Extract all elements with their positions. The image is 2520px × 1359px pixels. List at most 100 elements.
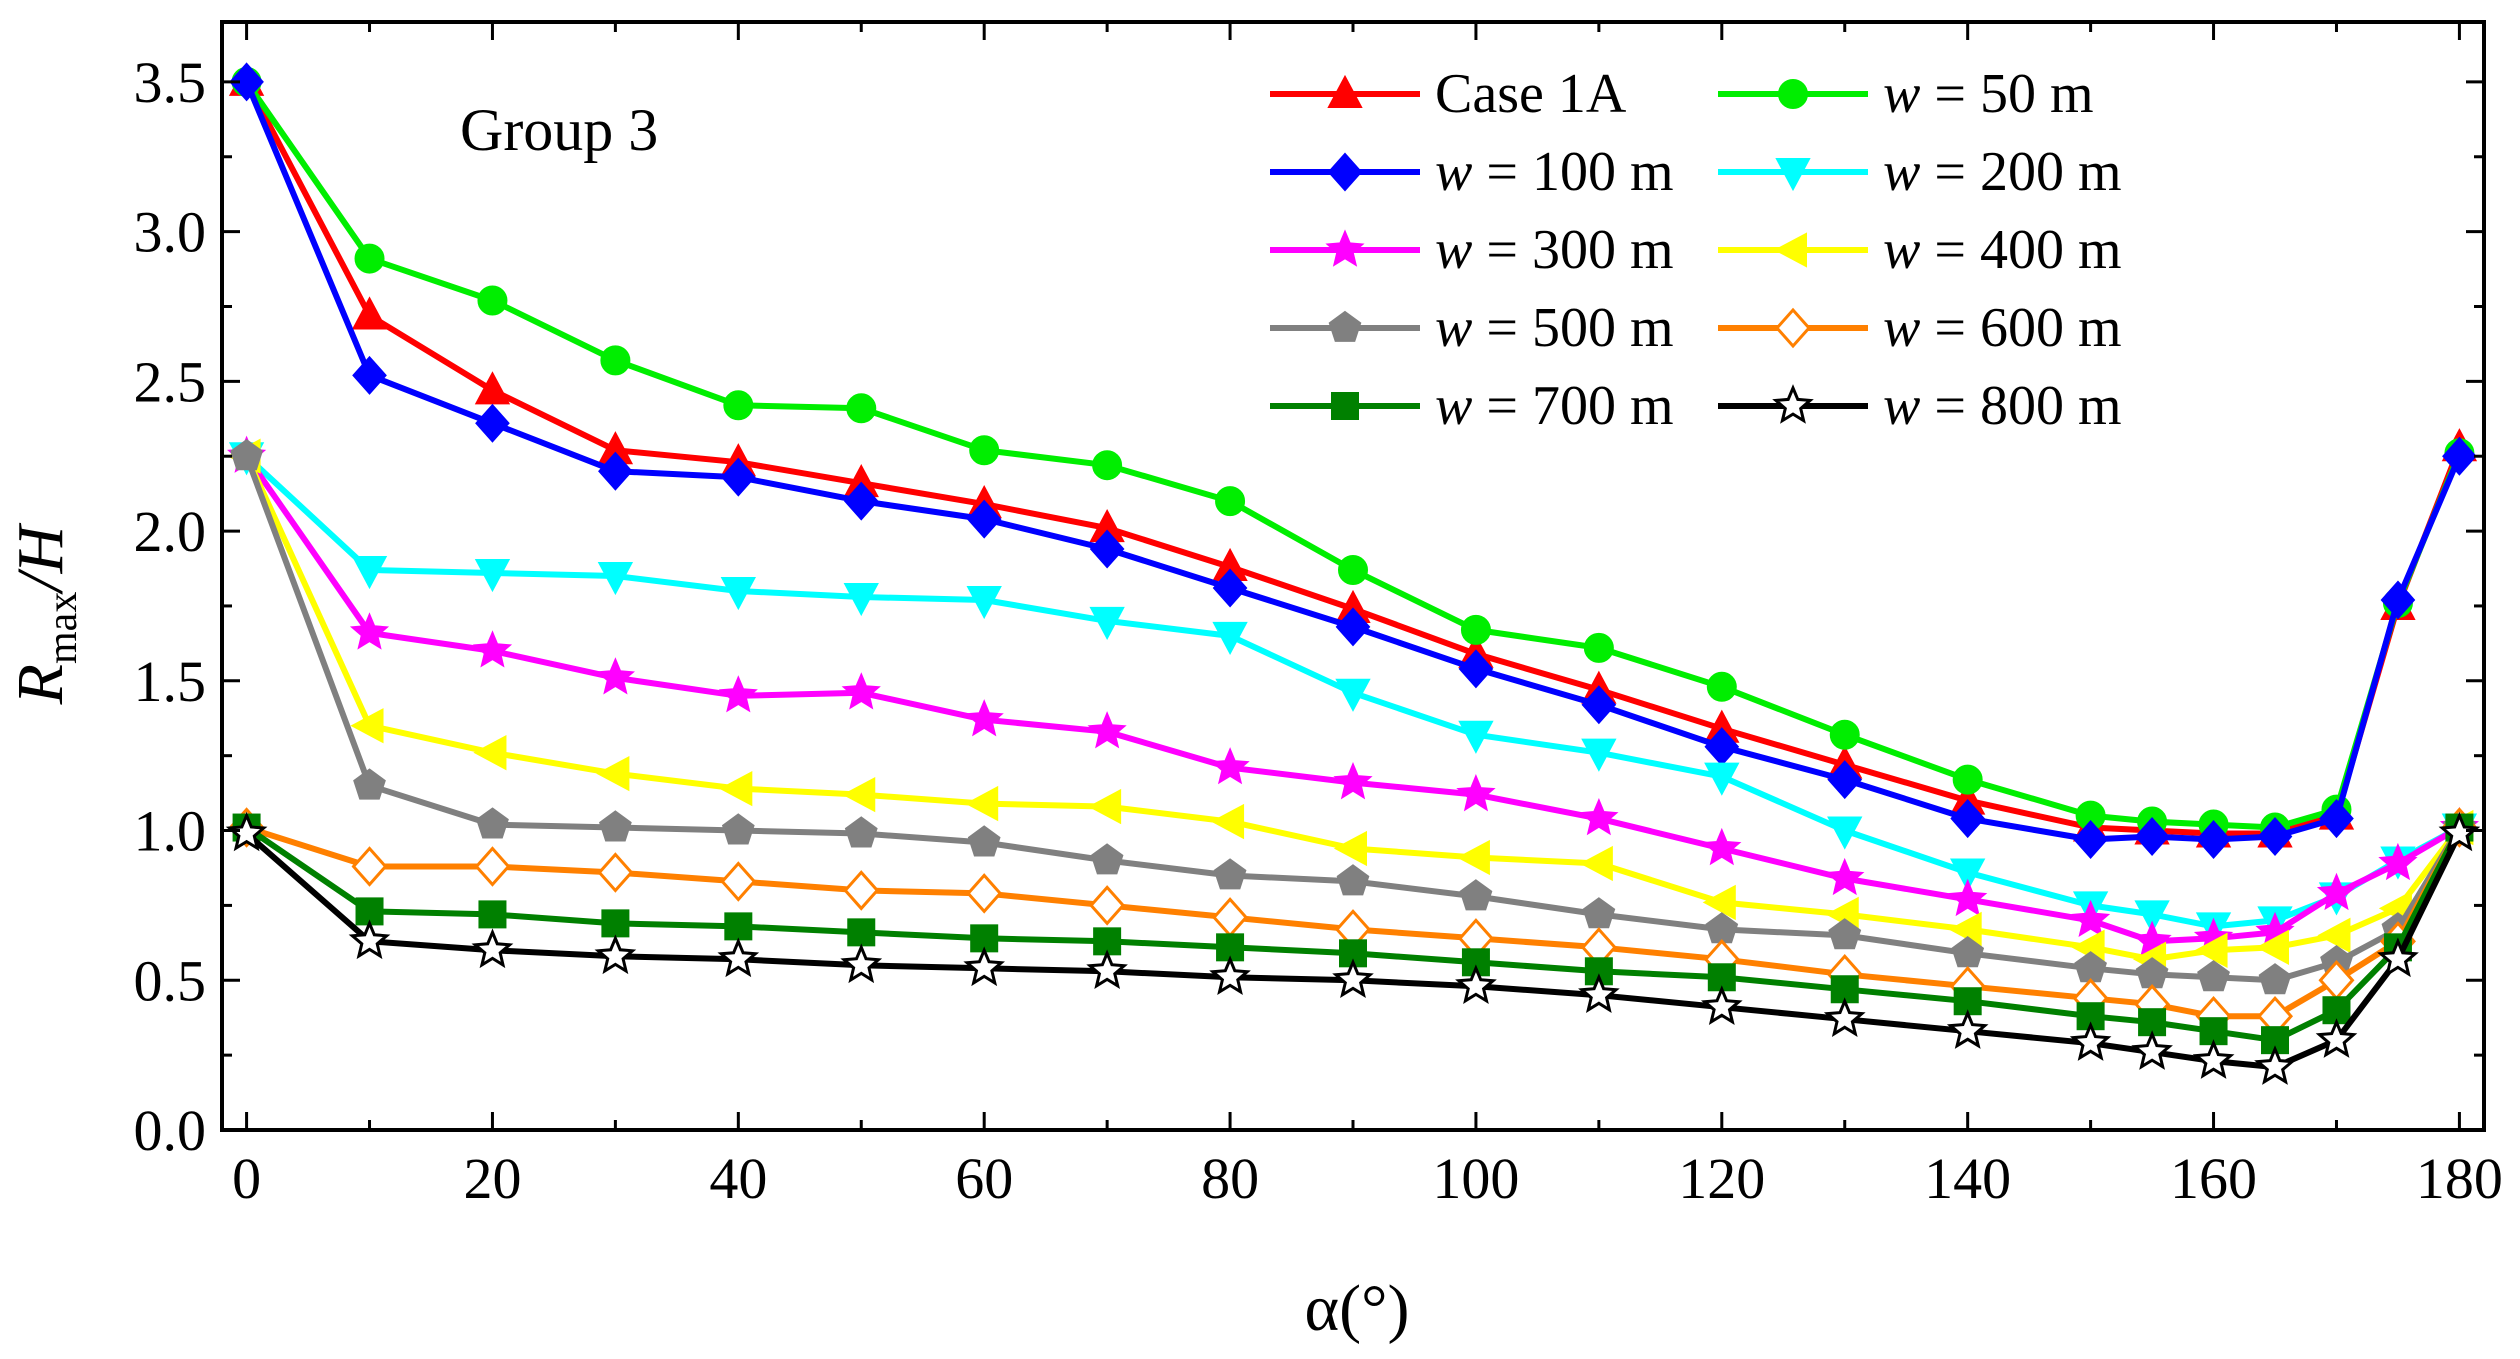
data-point [1333, 830, 1367, 867]
data-point [354, 243, 385, 274]
data-point [473, 735, 507, 771]
data-point [841, 672, 881, 710]
data-point [2377, 937, 2419, 978]
x-tick-label: 0 [232, 1146, 261, 1211]
data-point [477, 285, 508, 316]
legend-swatch-marker [1325, 229, 1365, 267]
data-point [969, 435, 1000, 466]
legend-label: w = 400 m [1883, 219, 2122, 281]
data-point [2196, 820, 2231, 860]
data-point [598, 451, 633, 491]
data-point [2378, 842, 2418, 881]
data-point [718, 675, 758, 713]
y-tick-label: 3.5 [134, 50, 207, 115]
data-point [1458, 649, 1494, 689]
data-point [2134, 900, 2170, 934]
data-point [717, 937, 760, 978]
legend-item: Case 1A [1270, 63, 1627, 125]
data-point [475, 403, 510, 443]
data-point [1948, 878, 1988, 917]
data-point [350, 708, 384, 744]
data-point [1212, 897, 1249, 938]
data-point [840, 943, 883, 984]
axes-layer: 0 20 40 60 80 100 120 140 160 180 0.0 0.5 1.0 1.5 2.0 2… [134, 20, 2503, 1211]
data-point [2071, 899, 2111, 937]
group-annotation: Group 3 [460, 97, 658, 163]
series-w-800-m [225, 811, 2481, 1085]
data-point [1455, 964, 1497, 1004]
data-point [2319, 799, 2354, 839]
legend-label: w = 300 m [1435, 219, 1674, 281]
data-point [230, 438, 263, 471]
data-point [351, 846, 388, 887]
data-point [846, 393, 877, 424]
data-point [843, 481, 879, 521]
data-point [351, 556, 388, 590]
data-point [2255, 929, 2290, 965]
legend-item: w = 700 m [1270, 375, 1674, 437]
data-point [599, 810, 632, 842]
data-point [1210, 803, 1245, 840]
data-point [229, 62, 264, 102]
data-point [2197, 960, 2230, 992]
data-point [2192, 1039, 2235, 1079]
data-point [1952, 764, 1983, 795]
data-point [1458, 720, 1494, 754]
data-point [352, 355, 387, 395]
series-line [244, 80, 2463, 831]
data-point [471, 928, 514, 969]
series-line [244, 454, 2461, 945]
legend-swatch-marker [1327, 74, 1363, 108]
data-point [1086, 949, 1128, 989]
y-tick-label: 1.0 [134, 799, 207, 864]
legend-item: w = 200 m [1718, 141, 2122, 203]
data-point [842, 776, 876, 813]
data-point [1090, 843, 1124, 875]
legend-label: w = 800 m [1883, 375, 2122, 437]
data-point [1333, 762, 1373, 800]
legend-swatch-marker [1327, 152, 1363, 192]
y-axis-title-main: R [4, 664, 77, 705]
data-point [594, 934, 637, 975]
data-point [1827, 816, 1863, 850]
data-point [1946, 1009, 1989, 1049]
data-point [2380, 580, 2416, 620]
data-point [1578, 973, 1620, 1013]
y-tick-label: 0.0 [134, 1098, 207, 1163]
series-line [244, 453, 2461, 930]
data-point [1950, 858, 1986, 892]
legend-item: w = 500 m [1270, 297, 1674, 359]
data-point [474, 846, 511, 887]
data-point [1823, 997, 1866, 1037]
data-point [597, 852, 634, 893]
legend-item: w = 300 m [1270, 219, 1674, 281]
legend-label: w = 50 m [1883, 63, 2094, 125]
legend-swatch-marker [1772, 384, 1814, 424]
data-point [472, 630, 513, 668]
data-point [966, 585, 1002, 620]
data-point [1210, 747, 1250, 785]
legend-swatch-marker [1774, 307, 1812, 349]
x-tick-label: 180 [2416, 1146, 2503, 1211]
legend-label: Case 1A [1435, 63, 1627, 125]
data-point [1335, 678, 1371, 712]
series-line [243, 80, 2463, 843]
data-point [1459, 879, 1493, 911]
legend-label: w = 600 m [1883, 297, 2122, 359]
data-point [1092, 450, 1123, 481]
x-tick-label: 60 [955, 1146, 1013, 1211]
series-line [243, 80, 2463, 837]
data-point [1332, 958, 1374, 998]
x-tick-label: 160 [2170, 1146, 2257, 1211]
data-point [1579, 845, 1613, 882]
data-point [2131, 1030, 2173, 1070]
data-point [1828, 918, 1862, 950]
data-point [2069, 1021, 2112, 1061]
data-point [353, 768, 386, 800]
data-point [2442, 436, 2477, 476]
data-point [844, 816, 878, 848]
y-tick-label: 1.5 [134, 649, 207, 714]
data-point [719, 770, 753, 807]
data-point [1209, 955, 1251, 995]
